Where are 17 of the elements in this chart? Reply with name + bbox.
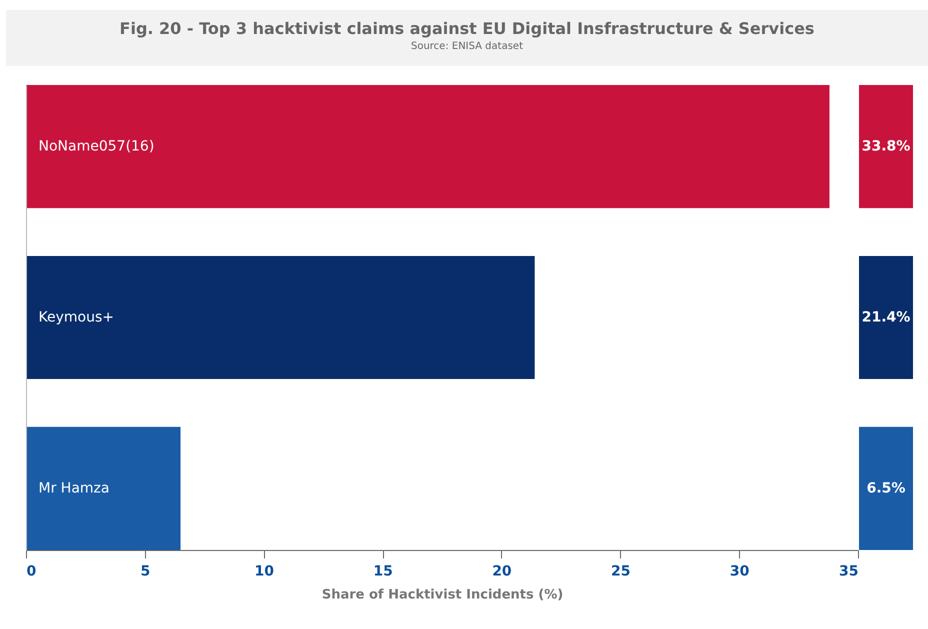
x-tick-label: 35 bbox=[839, 564, 858, 580]
data-label: 6.5% bbox=[866, 480, 906, 496]
x-axis-title: Share of Hacktivist Incidents (%) bbox=[322, 588, 564, 602]
y-tick-label: Keymous+ bbox=[38, 310, 114, 326]
data-label: 21.4% bbox=[862, 310, 910, 326]
x-tick-label: 25 bbox=[611, 564, 631, 580]
y-tick-label: Mr Hamza bbox=[38, 480, 110, 496]
x-tick-label: 0 bbox=[26, 564, 36, 580]
x-tick-label: 5 bbox=[140, 564, 150, 580]
data-label: 33.8% bbox=[862, 138, 910, 155]
x-tick-label: 20 bbox=[492, 564, 512, 580]
x-tick-label: 30 bbox=[730, 564, 750, 580]
chart-title: Fig. 20 - Top 3 hacktivist claims against EU Digital Insfrastructure & Services bbox=[118, 19, 816, 38]
x-tick-label: 15 bbox=[373, 564, 393, 580]
chart-subtitle: Source: ENISA dataset bbox=[410, 41, 524, 52]
x-tick-label: 10 bbox=[254, 564, 274, 580]
y-tick-label: NoName057(16) bbox=[38, 138, 154, 155]
